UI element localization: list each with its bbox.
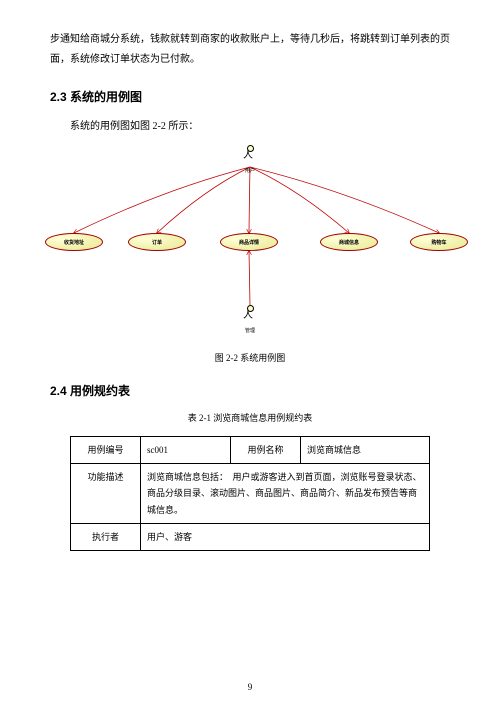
cell-usecase-name-value: 浏览商城信息: [301, 437, 430, 464]
actor-user-body: 人: [243, 151, 253, 161]
usecase-ellipse: 订单: [128, 233, 186, 251]
cell-usecase-id-value: sc001: [141, 437, 231, 464]
use-case-diagram: 人 用户 人 管理 收货地址订单商品详情商城信息购物车: [50, 145, 450, 345]
usecase-ellipse: 购物车: [410, 233, 468, 251]
table-row: 用例编号 sc001 用例名称 浏览商城信息: [71, 437, 430, 464]
section-2-4-heading: 2.4 用例规约表: [50, 382, 450, 399]
usecase-ellipse: 商城信息: [320, 233, 378, 251]
actor-admin-body: 人: [243, 311, 253, 321]
intro-paragraph: 步通知给商城分系统，钱款就转到商家的收款账户上，等待几秒后，将跳转到订单列表的页…: [50, 30, 450, 70]
section-2-3-intro: 系统的用例图如图 2-2 所示：: [50, 117, 450, 137]
actor-admin-label: 管理: [235, 327, 265, 334]
cell-actor-value: 用户、游客: [141, 523, 430, 550]
usecase-ellipse: 商品详情: [220, 233, 278, 251]
actor-user-label: 用户: [235, 167, 265, 174]
table-row: 功能描述 浏览商城信息包括： 用户或游客进入到首页面，浏览账号登录状态、商品分级…: [71, 464, 430, 524]
cell-desc-label: 功能描述: [71, 464, 141, 524]
table-2-1-caption: 表 2-1 浏览商城信息用例规约表: [50, 411, 450, 424]
figure-2-2-caption: 图 2-2 系统用例图: [50, 351, 450, 364]
cell-usecase-name-label: 用例名称: [231, 437, 301, 464]
table-row: 执行者 用户、游客: [71, 523, 430, 550]
usecase-ellipse: 收货地址: [45, 233, 103, 251]
cell-usecase-id-label: 用例编号: [71, 437, 141, 464]
section-2-3-heading: 2.3 系统的用例图: [50, 88, 450, 105]
cell-desc-value: 浏览商城信息包括： 用户或游客进入到首页面，浏览账号登录状态、商品分级目录、滚动…: [141, 464, 430, 524]
page-number: 9: [0, 682, 500, 692]
cell-actor-label: 执行者: [71, 523, 141, 550]
use-case-spec-table: 用例编号 sc001 用例名称 浏览商城信息 功能描述 浏览商城信息包括： 用户…: [70, 436, 430, 551]
